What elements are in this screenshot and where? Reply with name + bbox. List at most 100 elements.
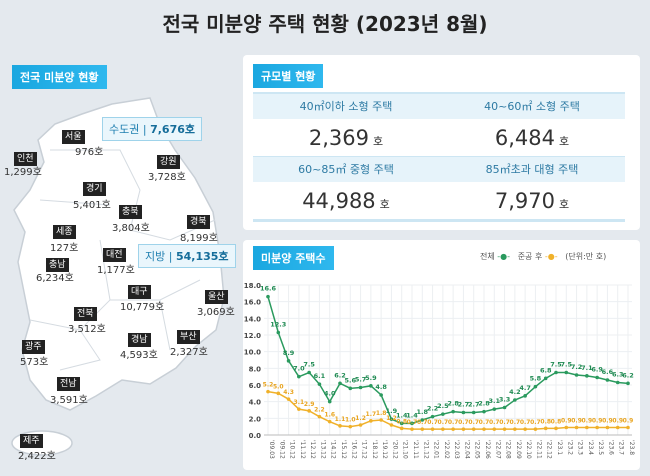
data-point bbox=[471, 427, 476, 431]
region-value: 5,401호 bbox=[73, 200, 111, 211]
data-point bbox=[554, 426, 558, 431]
region-value: 3,591호 bbox=[50, 395, 88, 406]
region-name: 제주 bbox=[20, 434, 43, 448]
data-label: 7.2 bbox=[571, 363, 583, 371]
data-label: 1.0 bbox=[345, 417, 356, 424]
x-tick-label: '10.12 bbox=[289, 440, 296, 459]
data-label: 2.7 bbox=[468, 401, 480, 409]
region-name: 경남 bbox=[128, 333, 151, 347]
x-tick-label: '23.1 bbox=[556, 440, 563, 455]
data-label: 7.1 bbox=[581, 364, 593, 372]
data-point bbox=[327, 399, 332, 404]
data-point bbox=[574, 373, 579, 377]
map-heading: 전국 미분양 현황 bbox=[12, 65, 107, 89]
size-cell-medium: 60~85㎡ 중형 주택 44,988 호 bbox=[253, 157, 439, 220]
data-point bbox=[564, 370, 569, 375]
data-point bbox=[307, 409, 311, 413]
data-point bbox=[482, 409, 486, 414]
region-name: 부산 bbox=[177, 330, 200, 344]
data-label: 5.2 bbox=[263, 382, 274, 389]
legend-post-label: 준공 후 bbox=[517, 252, 543, 261]
data-label: 6.8 bbox=[540, 366, 552, 374]
data-point bbox=[338, 381, 342, 386]
legend-total-label: 전체 bbox=[480, 252, 495, 261]
data-label: 0.7 bbox=[407, 419, 418, 426]
data-point bbox=[286, 359, 291, 363]
region-value: 3,804호 bbox=[112, 223, 150, 234]
size-unit: 호 bbox=[379, 198, 390, 211]
data-label: 1.8 bbox=[417, 408, 429, 416]
region-name: 세종 bbox=[53, 225, 76, 239]
data-point bbox=[502, 427, 507, 431]
data-point bbox=[451, 409, 455, 414]
y-tick-label: 2.0 bbox=[249, 415, 262, 423]
data-point bbox=[564, 425, 569, 430]
provinces-value: 54,135호 bbox=[175, 250, 229, 263]
data-point bbox=[451, 427, 455, 431]
data-label: 7.5 bbox=[303, 361, 315, 369]
data-label: 1.4 bbox=[406, 411, 418, 419]
x-tick-label: '12.12 bbox=[309, 440, 316, 459]
data-point bbox=[266, 294, 270, 299]
y-tick-label: 4.0 bbox=[249, 399, 262, 407]
data-point bbox=[502, 405, 507, 410]
region-value: 10,779호 bbox=[120, 302, 165, 313]
data-label: 0.9 bbox=[612, 418, 623, 425]
data-label: 6.6 bbox=[602, 368, 614, 376]
data-label: 1.2 bbox=[355, 415, 366, 422]
x-tick-label: '22.12 bbox=[546, 440, 553, 459]
region-value: 3,069호 bbox=[197, 307, 235, 318]
data-point bbox=[358, 423, 363, 427]
data-label: 0.8 bbox=[540, 418, 551, 425]
data-point bbox=[626, 425, 630, 430]
x-tick-label: '23.2 bbox=[566, 440, 573, 455]
data-label: 5.9 bbox=[365, 374, 377, 382]
region-value: 2,422호 bbox=[18, 451, 56, 462]
x-tick-label: '23.5 bbox=[597, 440, 604, 455]
data-point bbox=[379, 393, 383, 397]
data-point bbox=[441, 412, 445, 416]
data-label: 5.0 bbox=[273, 383, 284, 390]
data-point bbox=[523, 427, 527, 431]
x-tick-label: '09.12 bbox=[278, 440, 285, 459]
data-label: 2.2 bbox=[314, 407, 325, 414]
data-label: 3.1 bbox=[489, 397, 501, 405]
data-point bbox=[471, 410, 476, 415]
data-point bbox=[626, 381, 630, 386]
data-label: 6.9 bbox=[591, 366, 603, 374]
region-value: 4,593호 bbox=[120, 350, 158, 361]
data-label: 1.8 bbox=[376, 410, 387, 417]
data-label: 8.9 bbox=[283, 349, 295, 357]
data-label: 0.7 bbox=[438, 419, 449, 426]
data-label: 4.2 bbox=[509, 388, 521, 396]
data-point bbox=[513, 398, 517, 402]
data-label: 4.0 bbox=[324, 390, 336, 398]
y-tick-label: 16.0 bbox=[244, 299, 261, 307]
size-label: 40~60㎡ 소형 주택 bbox=[439, 94, 625, 119]
unit-note: (단위:만 호) bbox=[565, 252, 607, 261]
y-tick-label: 18.0 bbox=[244, 282, 261, 290]
size-cell-small40: 40㎡이하 소형 주택 2,369 호 bbox=[253, 94, 439, 157]
data-point bbox=[338, 424, 342, 428]
x-tick-label: '16.12 bbox=[350, 440, 357, 459]
size-unit: 호 bbox=[373, 135, 384, 148]
data-point bbox=[574, 425, 579, 430]
x-tick-label: '22.10 bbox=[525, 440, 532, 459]
region-value: 3,512호 bbox=[68, 324, 106, 335]
legend-total-marker: -●- bbox=[497, 252, 511, 261]
size-number: 44,988 bbox=[302, 189, 376, 213]
data-label: 12.3 bbox=[270, 321, 286, 329]
capital-area-summary: 수도권 | 7,676호 bbox=[102, 117, 202, 141]
data-point bbox=[266, 389, 270, 394]
chart-heading: 미분양 주택수 bbox=[253, 246, 334, 270]
data-label: 0.7 bbox=[417, 419, 428, 426]
data-label: 0.7 bbox=[489, 419, 500, 426]
region-value: 3,728호 bbox=[148, 172, 186, 183]
y-tick-label: 8.0 bbox=[249, 365, 262, 373]
data-label: 0.7 bbox=[510, 419, 521, 426]
region-value: 127호 bbox=[50, 243, 79, 254]
size-unit: 호 bbox=[559, 198, 570, 211]
data-label: 2.8 bbox=[478, 400, 490, 408]
data-point bbox=[358, 385, 363, 390]
region-name: 서울 bbox=[62, 130, 85, 144]
